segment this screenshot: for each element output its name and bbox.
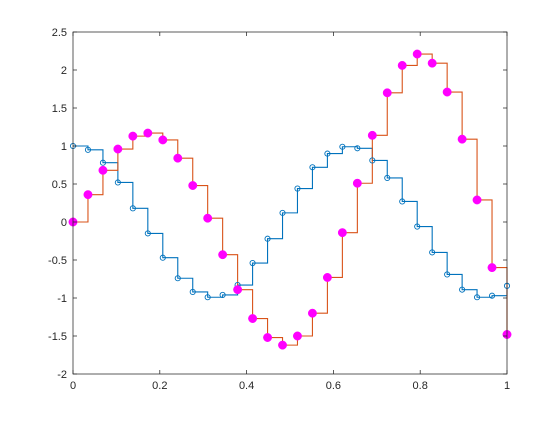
y-tick-label: 2.5 [52, 27, 67, 39]
axes-box [72, 31, 508, 375]
y-tick-label: 2 [61, 65, 67, 77]
series-1-marker [369, 157, 376, 164]
series-2-marker [367, 130, 377, 140]
series-1-marker [144, 230, 151, 237]
series-2-marker [293, 331, 302, 341]
x-tick-label: 0.2 [152, 380, 167, 392]
series-2-marker [233, 285, 243, 295]
series-2-marker [248, 314, 258, 323]
marker-layer [68, 49, 512, 350]
series-2-marker [457, 134, 467, 144]
series-1-marker [488, 292, 496, 299]
axes-layer: 0 0.2 0.4 0.6 0.8 1 -2 -1.5 -1 -0.5 0 0.5 1 1.5 2 2.5 [48, 27, 510, 392]
series-2-marker [158, 135, 168, 145]
series-1-marker [84, 146, 92, 153]
series-1-marker [279, 209, 286, 216]
series-2-marker [412, 49, 422, 59]
y-tick-label: -2 [57, 369, 67, 381]
series-1-stairs [73, 145, 508, 298]
series-2-marker [203, 213, 213, 223]
series-2-marker [397, 60, 407, 70]
series-1-marker [459, 286, 466, 293]
series-1-marker [189, 288, 196, 295]
series-2-marker [143, 128, 153, 138]
series-1-marker [324, 150, 331, 157]
series-1-marker [309, 164, 316, 171]
x-tick-label: 0.4 [239, 380, 254, 392]
x-tick-label: 0 [70, 380, 76, 392]
y-tick-label: 1 [61, 141, 67, 153]
series-1-marker [174, 275, 181, 282]
x-tick-label: 0.8 [413, 380, 428, 392]
y-tick-label: 0.5 [52, 179, 67, 191]
series-1-marker [354, 145, 361, 152]
x-tick-label: 0.6 [326, 380, 341, 392]
y-tick-label: -0.5 [48, 255, 67, 267]
series-1-marker [219, 291, 226, 299]
series-1-marker [444, 271, 451, 278]
series-1-marker [429, 249, 436, 256]
series-1-marker [294, 185, 301, 192]
series-2-marker [263, 333, 273, 342]
series-2-marker [278, 340, 287, 350]
series-2-marker [218, 250, 228, 260]
y-tick-label: -1 [57, 293, 67, 305]
series-2-marker [188, 181, 198, 190]
series-2-marker [382, 88, 392, 98]
series-2-marker [128, 131, 138, 141]
series-1-marker [339, 143, 346, 150]
series-1-marker [99, 159, 106, 166]
y-tick-label: 1.5 [52, 103, 67, 115]
x-tick-label: 1 [504, 380, 510, 392]
y-tick-label: -1.5 [48, 331, 67, 343]
series-2-marker [472, 195, 482, 205]
series-1-marker [474, 294, 481, 301]
series-1-marker [414, 223, 421, 230]
series-1-marker [159, 254, 166, 261]
series-2-marker [98, 165, 108, 175]
y-tick-label: 0 [61, 217, 67, 229]
series-1-marker [264, 235, 271, 242]
series-1-marker [249, 259, 256, 267]
series-1-marker [129, 205, 136, 212]
series-2-marker [487, 263, 497, 273]
series-1-marker [114, 179, 121, 186]
series-2-marker [352, 178, 362, 188]
series-2-marker [427, 58, 437, 68]
series-1-marker [204, 294, 211, 301]
series-2-marker [113, 144, 123, 154]
series-2-marker [322, 273, 332, 282]
series-2-marker [337, 228, 347, 238]
series-1-marker [399, 198, 406, 205]
series-2-marker [83, 190, 93, 200]
series-2-marker [442, 87, 452, 97]
plot-area [73, 32, 507, 374]
series-2-marker [173, 153, 183, 163]
series-1-marker [384, 174, 391, 181]
series-2-marker [307, 308, 317, 318]
